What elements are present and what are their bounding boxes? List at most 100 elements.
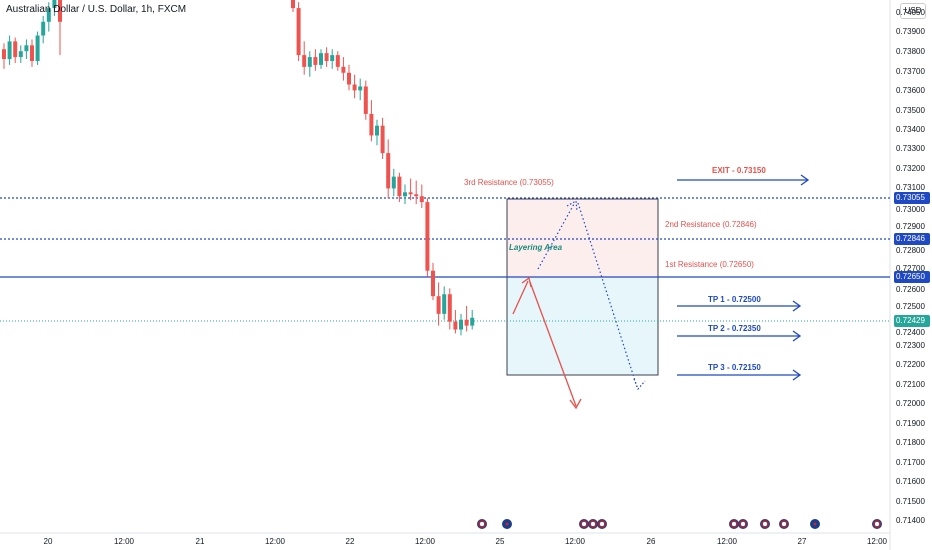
candle-body[interactable] (358, 86, 363, 91)
resistance-1-label[interactable]: 1st Resistance (0.72650) (665, 260, 754, 269)
symbol-title[interactable]: Australian Dollar / U.S. Dollar, 1h, FXC… (6, 4, 187, 15)
price-label: 0.73200 (896, 164, 925, 173)
candle-body[interactable] (431, 270, 435, 297)
candle-body[interactable] (464, 319, 469, 326)
price-tag-resistance-1[interactable]: 0.72650 (894, 271, 930, 283)
resistance-3-label[interactable]: 3rd Resistance (0.73055) (464, 178, 554, 187)
candle-body[interactable] (324, 53, 329, 61)
time-label: 25 (495, 537, 505, 546)
time-label: 12:00 (414, 537, 436, 546)
time-label: 27 (797, 537, 807, 546)
candle-body[interactable] (13, 41, 18, 58)
au-flag-icon[interactable] (810, 519, 820, 529)
candle-body[interactable] (296, 8, 301, 56)
time-label: 12:00 (264, 537, 286, 546)
candle-body[interactable] (30, 45, 34, 61)
candle-body[interactable] (414, 194, 419, 197)
candle-body[interactable] (330, 55, 335, 61)
candle-body[interactable] (335, 55, 340, 67)
candle-body[interactable] (453, 321, 458, 330)
price-tag-resistance-3[interactable]: 0.73055 (894, 192, 930, 204)
us-flag-icon[interactable] (597, 519, 607, 529)
au-flag-icon[interactable] (502, 519, 512, 529)
price-label: 0.72300 (896, 341, 925, 350)
candle-body[interactable] (2, 49, 6, 60)
candle-body[interactable] (369, 113, 374, 136)
price-label: 0.73500 (896, 106, 925, 115)
candle-body[interactable] (386, 153, 391, 189)
candle-body[interactable] (7, 41, 12, 60)
candle-body[interactable] (307, 57, 312, 67)
trade-setup-box (506, 198, 659, 376)
candle-body[interactable] (58, 0, 62, 22)
candlestick-series (2, 0, 475, 336)
exit-label[interactable]: EXIT - 0.73150 (712, 166, 766, 175)
us-flag-icon[interactable] (579, 519, 589, 529)
price-label: 0.72500 (896, 302, 925, 311)
us-flag-icon[interactable] (729, 519, 739, 529)
price-label: 0.74050 (896, 8, 925, 17)
target-zone (507, 278, 658, 375)
resistance-2-label[interactable]: 2nd Resistance (0.72846) (665, 220, 757, 229)
candle-body[interactable] (341, 66, 346, 73)
candle-body[interactable] (363, 86, 368, 114)
price-label: 0.71600 (896, 477, 925, 486)
us-flag-icon[interactable] (779, 519, 789, 529)
time-label: 21 (195, 537, 205, 546)
candle-body[interactable] (52, 0, 57, 9)
tp3-label[interactable]: TP 3 - 0.72150 (708, 363, 761, 372)
price-label: 0.72200 (896, 360, 925, 369)
candle-body[interactable] (442, 294, 447, 314)
candle-body[interactable] (419, 196, 424, 203)
price-label: 0.73800 (896, 47, 925, 56)
candle-body[interactable] (447, 294, 452, 322)
candle-body[interactable] (408, 192, 413, 195)
price-tag-resistance-2[interactable]: 0.72846 (894, 233, 930, 245)
candle-body[interactable] (425, 202, 430, 271)
price-label: 0.73000 (896, 205, 925, 214)
price-label: 0.71700 (896, 458, 925, 467)
us-flag-icon[interactable] (872, 519, 882, 529)
tp2-label[interactable]: TP 2 - 0.72350 (708, 324, 761, 333)
price-tag-current[interactable]: 0.72429 (894, 315, 930, 327)
candle-body[interactable] (375, 125, 379, 136)
candle-body[interactable] (24, 45, 29, 52)
price-label: 0.71500 (896, 497, 925, 506)
price-label: 0.73700 (896, 67, 925, 76)
candle-body[interactable] (313, 57, 318, 65)
candle-body[interactable] (18, 51, 23, 58)
candle-body[interactable] (397, 176, 402, 197)
us-flag-icon[interactable] (477, 519, 487, 529)
candle-body[interactable] (302, 55, 307, 67)
price-label: 0.72600 (896, 285, 925, 294)
currency-badge[interactable]: USD (900, 3, 926, 19)
price-label: 0.72800 (896, 246, 925, 255)
candle-body[interactable] (291, 0, 295, 9)
candle-body[interactable] (403, 192, 407, 197)
price-label: 0.73900 (896, 27, 925, 36)
candle-body[interactable] (391, 176, 396, 189)
us-flag-icon[interactable] (588, 519, 598, 529)
candle-body[interactable] (319, 53, 323, 65)
candle-body[interactable] (436, 296, 441, 314)
projection-arrows (512, 174, 810, 410)
candle-body[interactable] (352, 84, 357, 91)
candle-body[interactable] (46, 8, 51, 22)
tp1-label[interactable]: TP 1 - 0.72500 (708, 295, 761, 304)
price-label: 0.71400 (896, 516, 925, 525)
candle-body[interactable] (35, 35, 40, 61)
price-label: 0.71900 (896, 419, 925, 428)
candle-body[interactable] (380, 125, 385, 154)
candle-body[interactable] (347, 72, 351, 85)
layering-area-label[interactable]: Layering Area (509, 243, 563, 252)
price-label: 0.73400 (896, 125, 925, 134)
price-label: 0.73600 (896, 86, 925, 95)
candle-body[interactable] (470, 317, 475, 326)
us-flag-icon[interactable] (760, 519, 770, 529)
time-label: 12:00 (113, 537, 135, 546)
us-flag-icon[interactable] (738, 519, 748, 529)
candle-body[interactable] (41, 21, 46, 36)
candle-body[interactable] (459, 319, 463, 330)
price-label: 0.72900 (896, 222, 925, 231)
